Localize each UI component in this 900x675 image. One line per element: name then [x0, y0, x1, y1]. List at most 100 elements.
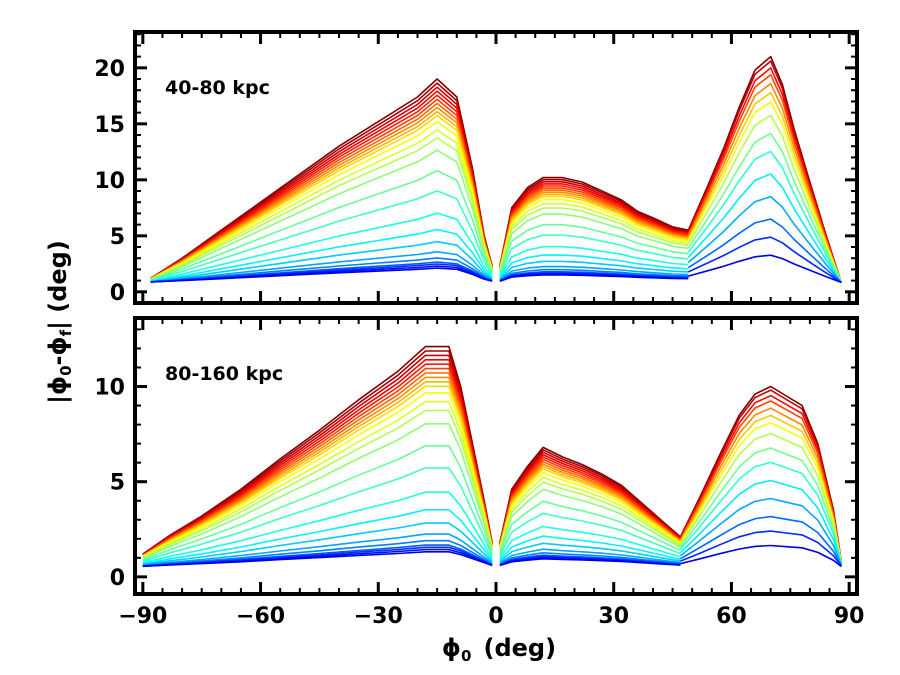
contour-line-middle-16: [499, 525, 681, 560]
x-tick-label: −60: [236, 604, 285, 629]
contour-line-middle-15: [499, 234, 689, 276]
contour-line-right-3: [687, 73, 843, 284]
contour-line-left-18: [142, 522, 493, 566]
contour-line-middle-10: [499, 198, 689, 270]
contour-line-right-3: [679, 400, 843, 563]
contour-line-left-19: [142, 533, 493, 566]
contour-line-right-1: [687, 60, 843, 284]
contour-line-left-11: [150, 129, 493, 281]
y-axis-label-part-5: | (deg): [44, 240, 72, 330]
contour-line-right-7: [687, 114, 843, 284]
contour-line-right-9: [687, 150, 843, 283]
contour-line-middle-12: [499, 207, 689, 272]
panel-label: 40-80 kpc: [165, 77, 270, 99]
contour-line-right-14: [688, 254, 842, 284]
contour-line-right-12: [687, 218, 842, 284]
top-panel: 0 5 10 15 20 40-80 kpc: [94, 30, 859, 306]
contour-line-middle-18: [499, 260, 689, 280]
contour-line-right-4: [687, 82, 843, 284]
contour-line-right-11: [687, 195, 842, 284]
contour-line-middle-11: [499, 476, 681, 550]
contour-line-left-10: [142, 392, 493, 558]
x-tick-label: 90: [834, 604, 865, 629]
contour-line-left-16: [142, 491, 493, 564]
contour-line-middle-24: [499, 274, 689, 282]
contour-line-middle-6: [499, 461, 681, 546]
contour-line-right-13: [680, 530, 842, 567]
contour-line-middle-1: [499, 449, 681, 544]
y-tick-label: 0: [110, 281, 125, 306]
y-axis-label-part-2: 0: [57, 365, 75, 375]
contour-line-left-12: [142, 409, 493, 559]
contour-line-middle-3: [499, 453, 681, 545]
contour-line-right-10: [687, 173, 842, 284]
x-tick-label: 30: [598, 604, 629, 629]
bottom-panel: −90 −60 −30 0 30 60 90 0 5 10 80-160 kpc: [94, 316, 865, 629]
contour-line-middle-15: [499, 512, 681, 557]
contour-line-middle-8: [499, 465, 681, 547]
contour-line-right-4: [679, 407, 843, 563]
contour-line-left-9: [142, 385, 493, 558]
contour-line-right-7: [679, 432, 843, 564]
contour-line-right-5: [687, 91, 843, 284]
contour-line-middle-0: [499, 446, 681, 543]
y-tick-label: 15: [94, 113, 125, 138]
y-tick-label: 20: [94, 57, 125, 82]
y-tick-label: 5: [110, 471, 125, 496]
contour-line-middle-11: [499, 203, 689, 271]
contour-line-middle-9: [499, 468, 681, 548]
contour-line-middle-7: [499, 463, 681, 547]
contour-line-right-2: [687, 67, 843, 284]
contour-line-left-14: [142, 445, 493, 561]
contour-line-middle-10: [499, 471, 681, 549]
contour-line-left-14: [150, 169, 493, 281]
contour-line-middle-24: [499, 558, 681, 567]
contour-line-right-14: [680, 544, 842, 568]
contour-line-middle-0: [499, 176, 689, 267]
contour-line-right-13: [687, 236, 842, 284]
x-tick-label: 0: [488, 604, 503, 629]
contour-line-left-13: [142, 423, 493, 560]
y-tick-label: 10: [94, 169, 125, 194]
contour-line-middle-4: [499, 185, 689, 268]
contour-line-middle-14: [499, 500, 681, 554]
contour-line-left-17: [142, 509, 493, 565]
contour-line-middle-20: [499, 268, 689, 282]
x-tick-label: −90: [118, 604, 167, 629]
contour-line-right-10: [679, 479, 843, 565]
contour-line-left-10: [150, 120, 493, 280]
y-tick-label: 10: [94, 376, 125, 401]
contour-line-middle-19: [499, 265, 689, 281]
contour-line-middle-7: [499, 191, 689, 269]
contour-line-middle-12: [499, 481, 681, 550]
contour-line-middle-8: [499, 193, 689, 269]
plot-frame: [133, 316, 859, 596]
contour-line-left-15: [150, 190, 493, 282]
contour-line-right-5: [679, 414, 843, 563]
contour-line-middle-19: [499, 548, 681, 565]
contour-line-middle-20: [499, 552, 681, 566]
contour-line-right-6: [687, 101, 843, 283]
contour-line-middle-2: [499, 451, 681, 544]
y-tick-label: 5: [110, 225, 125, 250]
y-tick-label: 0: [110, 566, 125, 591]
contour-line-left-12: [150, 137, 493, 281]
contour-line-middle-18: [499, 542, 681, 563]
contour-line-left-24: [150, 267, 493, 283]
y-axis-label: |ϕ0-ϕf| (deg): [44, 240, 75, 404]
contour-line-middle-14: [499, 223, 689, 274]
contour-line-left-20: [142, 539, 493, 567]
contour-line-left-19: [150, 251, 493, 283]
contour-line-middle-9: [499, 195, 689, 270]
contour-line-left-13: [150, 149, 493, 281]
contour-line-right-12: [680, 515, 843, 567]
contour-line-middle-1: [499, 178, 689, 267]
x-axis-label-symbol: ϕ: [442, 634, 461, 662]
contour-line-left-18: [150, 240, 493, 283]
contour-line-middle-13: [499, 213, 689, 272]
x-tick-label: −30: [354, 604, 403, 629]
x-tick-label: 60: [716, 604, 747, 629]
contour-line-middle-2: [499, 181, 689, 267]
contour-line-left-15: [142, 467, 493, 563]
